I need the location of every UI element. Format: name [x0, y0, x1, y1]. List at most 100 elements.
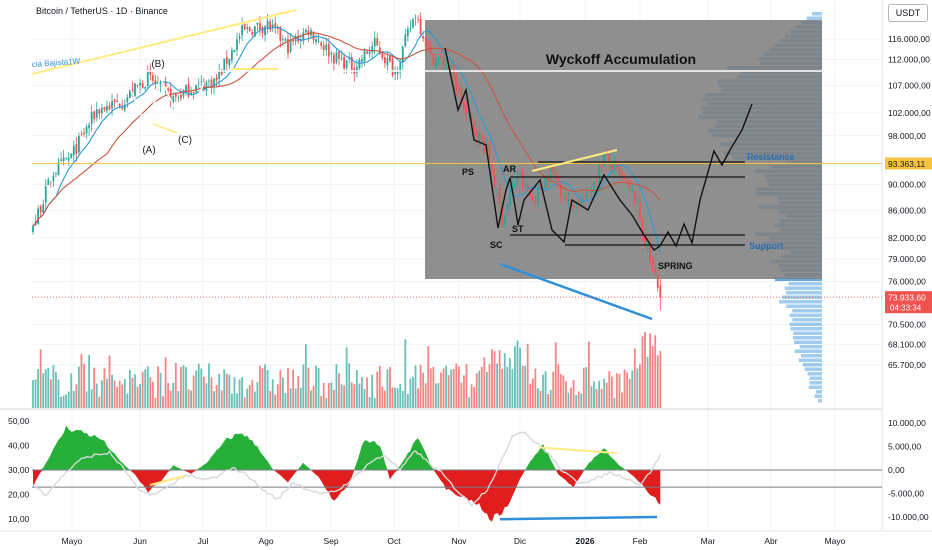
candle-body	[582, 198, 585, 200]
candle-body	[83, 132, 85, 135]
volume-bar	[70, 373, 73, 408]
volume-profile-bar	[794, 340, 822, 344]
candle-body	[88, 124, 90, 128]
candle-body	[340, 57, 343, 59]
volume-bar	[218, 373, 221, 408]
volume-bar	[460, 382, 463, 408]
volume-bar	[486, 372, 488, 408]
currency-button[interactable]: USDT	[888, 4, 928, 22]
candle-body	[233, 49, 236, 52]
volume-bar	[284, 393, 287, 408]
volume-bar	[414, 365, 417, 408]
volume-bar	[585, 367, 588, 408]
candle-body	[197, 82, 200, 84]
drawings: cia Bajista1W (B) (A) (C) PS AR SC ST SPRING Resi…	[32, 9, 882, 321]
level-price-tag	[885, 157, 932, 170]
candle-body	[228, 58, 231, 66]
candle-body	[44, 186, 47, 203]
volume-bar	[200, 368, 203, 408]
volume-bar	[195, 370, 198, 408]
volume-bar	[202, 376, 205, 408]
candle-body	[325, 44, 328, 51]
candle-body	[192, 91, 195, 93]
volume-bar	[72, 390, 75, 408]
time-tick-label: Oct	[387, 536, 401, 546]
candle-body	[506, 203, 509, 212]
candle-body	[182, 90, 185, 97]
candle-body	[139, 82, 141, 86]
candle-body	[264, 26, 266, 36]
candle-body	[195, 85, 198, 92]
volume-bar	[136, 386, 139, 408]
candle-body	[588, 192, 590, 193]
candle-body	[427, 45, 430, 47]
time-tick-label: Sep	[323, 536, 338, 546]
candle-body	[442, 57, 445, 66]
volume-profile-bar	[818, 399, 822, 403]
volume-bar	[396, 388, 399, 408]
volume-bar	[289, 388, 292, 408]
volume-profile-bar	[802, 363, 822, 367]
candle-body	[534, 199, 537, 203]
volume-bar	[572, 379, 575, 408]
volume-bar	[312, 385, 315, 408]
volume-bar	[233, 377, 236, 408]
candle-body	[72, 145, 75, 156]
candle-body	[605, 152, 608, 155]
volume-bar	[335, 364, 338, 408]
event-ar: AR	[503, 164, 516, 174]
volume-profile-bar	[804, 367, 822, 371]
candle-body	[55, 173, 57, 175]
volume-profile-bar	[809, 381, 822, 385]
candle-body	[276, 26, 279, 29]
oscillator-right-label: -10.000,00	[888, 512, 929, 522]
volume-bar	[151, 381, 154, 408]
candle-body	[185, 85, 187, 93]
oscillator-line	[32, 431, 661, 507]
price-tick-label: 82.000,00	[888, 233, 926, 243]
volume-bar	[386, 369, 389, 408]
candle-body	[381, 53, 384, 59]
volume-bar	[355, 370, 358, 408]
moving-averages	[32, 26, 661, 253]
candle-body	[378, 47, 381, 55]
candle-body	[618, 165, 621, 172]
volume-bar	[526, 343, 529, 408]
volume-bar	[381, 386, 384, 408]
candle-body	[445, 64, 447, 66]
wyckoff-title: Wyckoff Accumulation	[546, 51, 696, 67]
volume-bar	[167, 382, 170, 408]
histogram-negative	[33, 470, 661, 522]
candle-body	[610, 164, 613, 170]
volume-bar	[261, 368, 264, 408]
volume-profile-bar	[794, 349, 822, 353]
candle-body	[376, 38, 379, 46]
volume-bar	[60, 396, 62, 408]
volume-bar	[42, 373, 45, 408]
candle-body	[327, 43, 330, 57]
oscillator-left-label: 50,00	[8, 416, 30, 426]
volume-bar	[557, 364, 560, 408]
volume-bar	[304, 344, 307, 408]
volume-bar	[154, 397, 157, 408]
volume-bar	[488, 364, 491, 408]
volume-bar	[32, 380, 34, 408]
volume-bar	[511, 369, 514, 408]
volume-bar	[282, 377, 284, 408]
volume-profile-bar	[798, 358, 822, 362]
time-axis: Mayo Jun Jul Ago Sep Oct Nov Dic 2026 Feb Mar Abr Ma…	[0, 530, 932, 546]
volume-bar	[259, 365, 261, 408]
oscillator-left-label: 20,00	[8, 490, 30, 500]
candle-body	[368, 51, 371, 55]
volume-bar	[256, 382, 259, 408]
volume-bar	[470, 384, 473, 408]
volume-bar	[567, 392, 570, 408]
volume-bar	[210, 377, 213, 408]
volume-profile-bar	[792, 309, 822, 313]
candle-body	[348, 57, 351, 59]
candle-body	[361, 59, 363, 62]
candle-body	[322, 45, 325, 50]
volume-bar	[169, 390, 172, 408]
volume-bar	[417, 388, 419, 408]
